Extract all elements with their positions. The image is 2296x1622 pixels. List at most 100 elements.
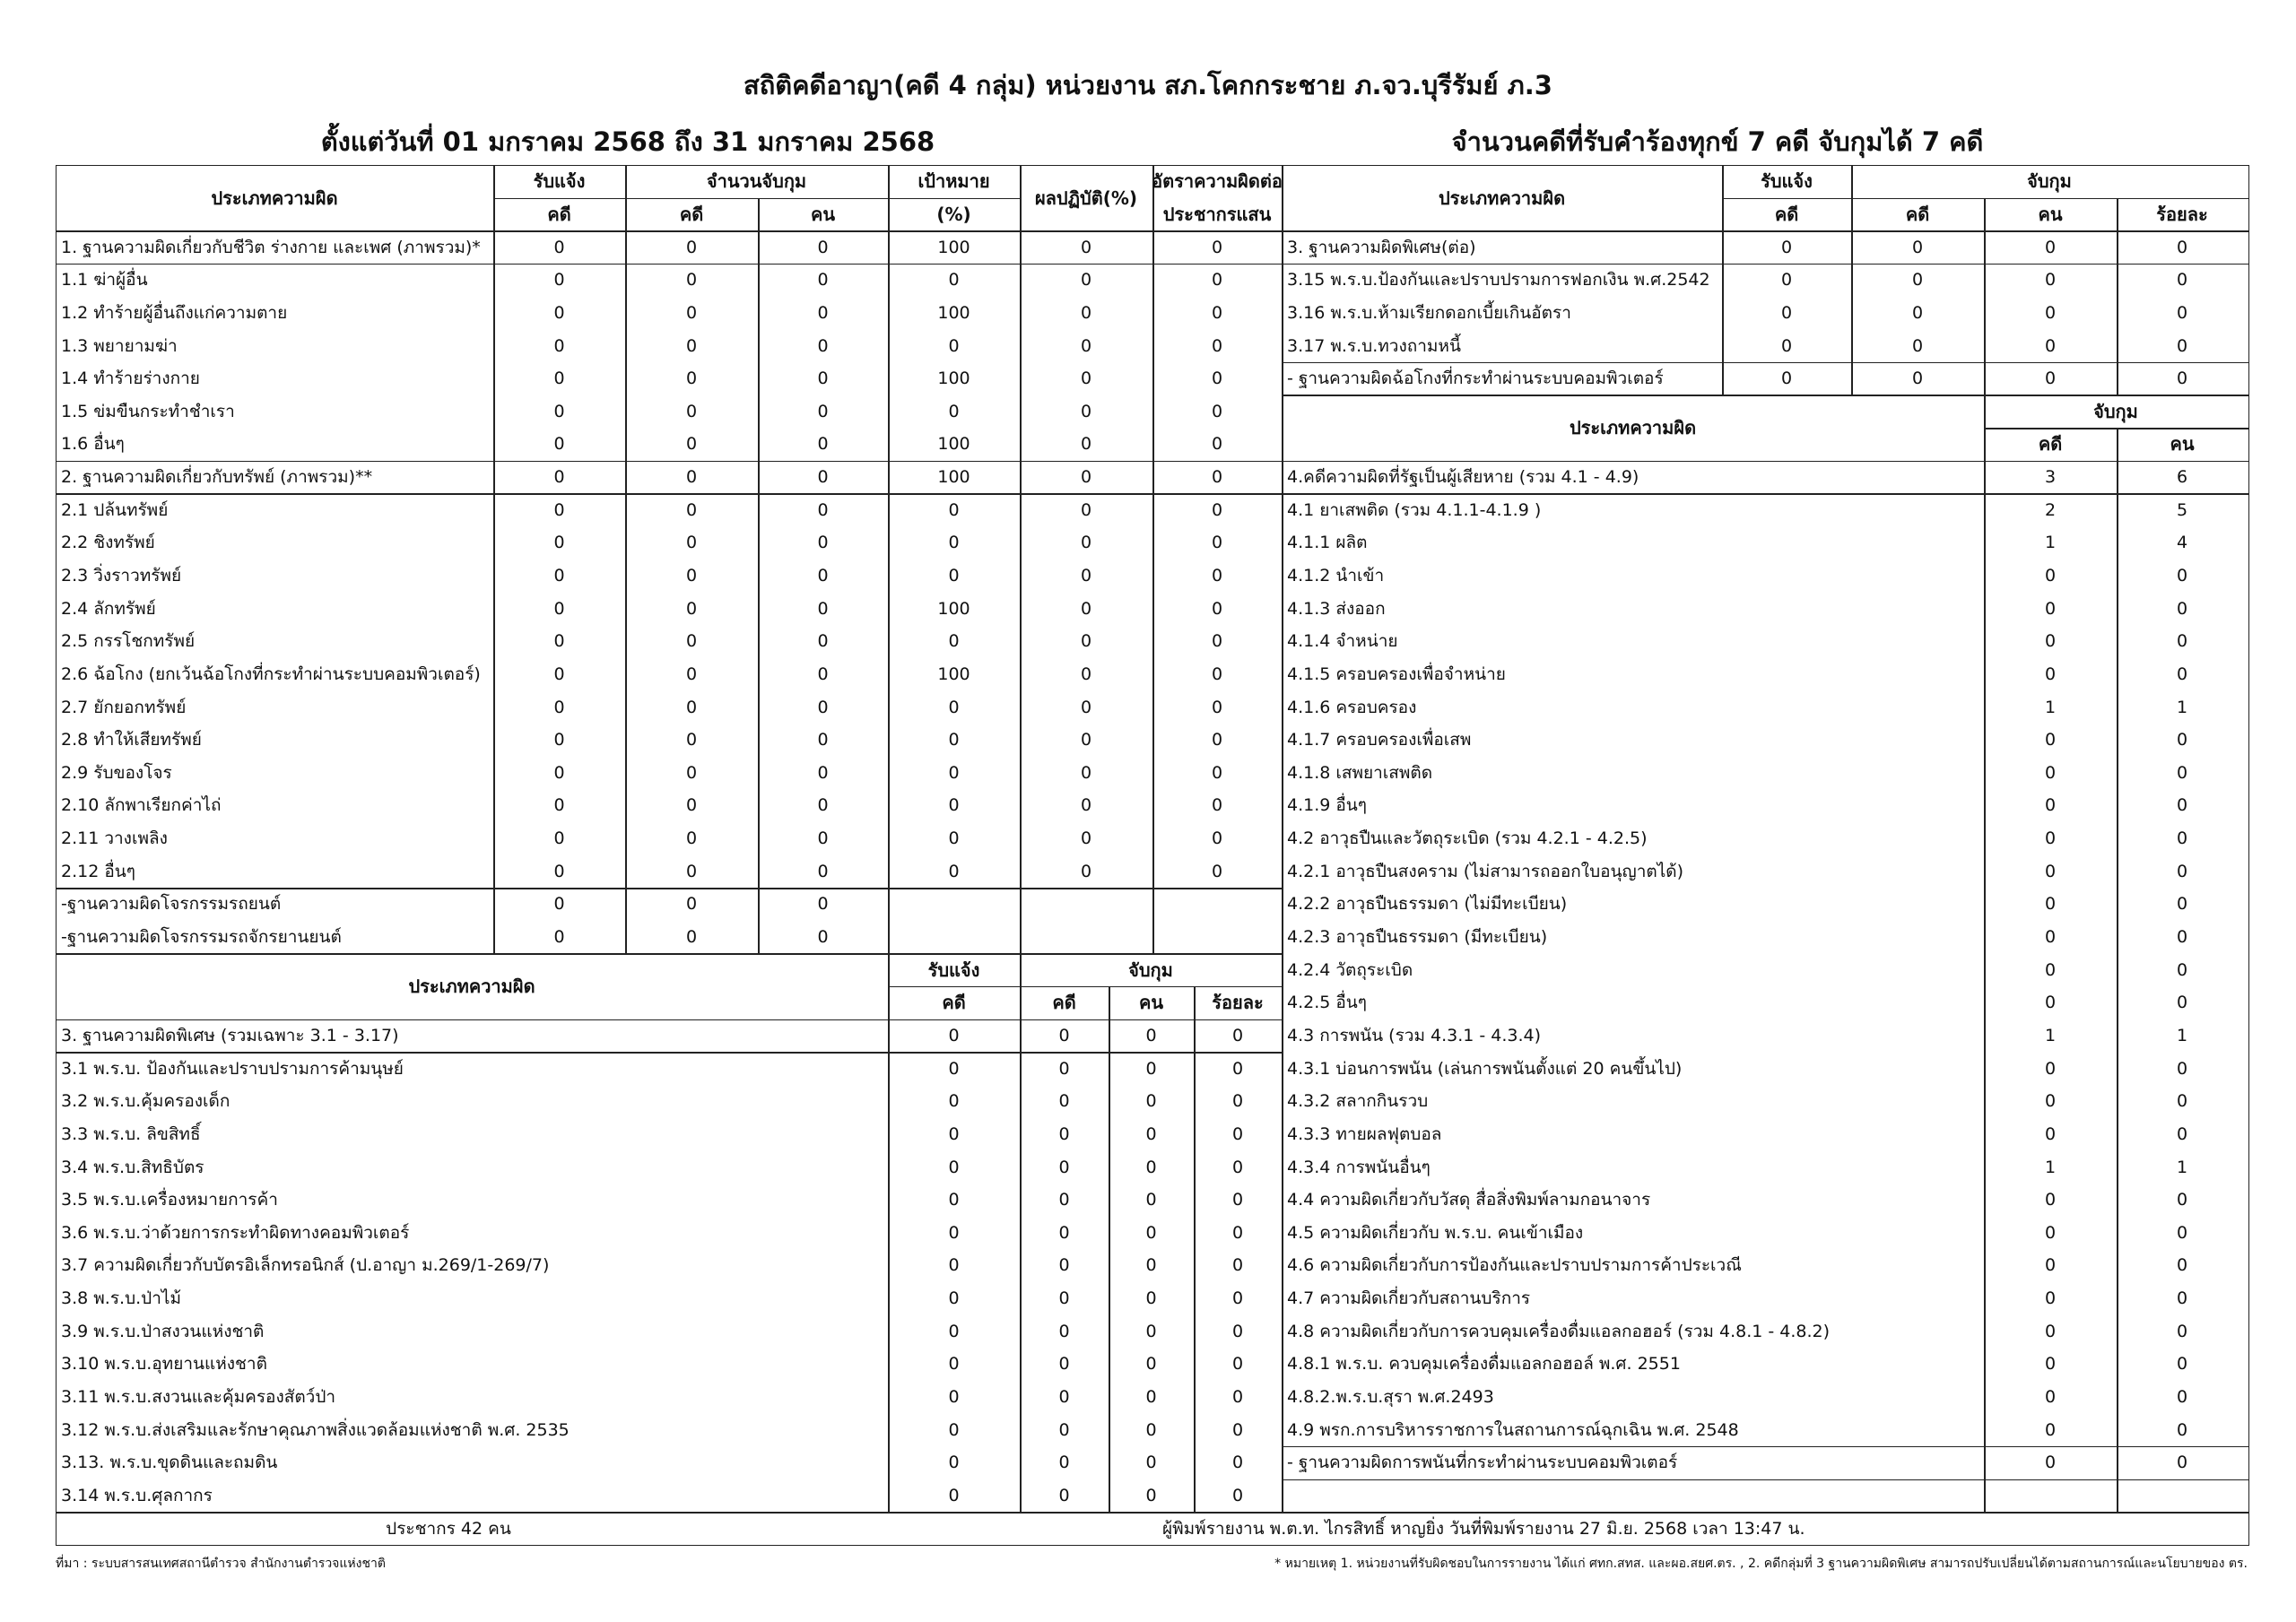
header-arrest: จับกุม <box>2027 170 2072 193</box>
offense-label: 2.3 วิ่งราวทรัพย์ <box>61 565 182 585</box>
value-cell: 0 <box>1080 237 1092 257</box>
value-cell: 0 <box>1058 1354 1070 1375</box>
offense-label: 4.3.4 การพนันอื่นๆ <box>1287 1157 1431 1177</box>
value-cell: 0 <box>2176 1354 2188 1375</box>
value-cell: 0 <box>2044 1354 2057 1375</box>
value-cell: 0 <box>1145 1222 1157 1243</box>
value-cell: 0 <box>2044 762 2057 783</box>
value-cell: 0 <box>1911 270 1924 291</box>
value-cell: 0 <box>817 434 829 455</box>
value-cell: 0 <box>2176 828 2188 849</box>
printed-by-text: ผู้พิมพ์รายงาน พ.ต.ท. ไกรสิทธิ์ หาญยิ่ง … <box>1162 1518 1805 1539</box>
value-cell: 100 <box>937 467 970 488</box>
offense-label: 2.4 ลักทรัพย์ <box>61 598 156 619</box>
offense-label: 3.12 พ.ร.บ.ส่งเสริมและรักษาคุณภาพสิ่งแวด… <box>61 1419 570 1440</box>
value-cell: 0 <box>1145 1190 1157 1210</box>
value-cell: 0 <box>553 927 565 948</box>
value-cell: 0 <box>1145 1157 1157 1177</box>
value-cell: 0 <box>2044 1222 2057 1243</box>
value-cell: 0 <box>1780 270 1793 291</box>
value-cell: 0 <box>1145 1485 1157 1505</box>
value-cell: 0 <box>1145 1453 1157 1473</box>
value-cell: 2 <box>2044 499 2057 520</box>
value-cell: 0 <box>2044 1419 2057 1440</box>
value-cell: 1 <box>2044 1157 2057 1177</box>
header-cases: คดี <box>547 203 571 225</box>
offense-label: - ฐานความผิดฉ้อโกงที่กระทำผ่านระบบคอมพิว… <box>1287 369 1664 389</box>
offense-label: 4.1.1 ผลิต <box>1287 533 1368 553</box>
value-cell: 0 <box>948 1485 960 1505</box>
value-cell <box>1020 888 1152 921</box>
value-cell: 4 <box>2176 533 2188 553</box>
value-cell: 0 <box>1080 795 1092 816</box>
value-cell: 0 <box>948 533 960 553</box>
value-cell: 0 <box>2044 270 2057 291</box>
header-persons: คน <box>1138 992 1164 1014</box>
offense-label: 4.1.4 จำหน่าย <box>1287 631 1398 652</box>
offense-label: 3.8 พ.ร.บ.ป่าไม้ <box>61 1288 181 1309</box>
offense-label: 2.10 ลักพาเรียกค่าไถ่ <box>61 795 222 816</box>
value-cell: 0 <box>1231 1386 1244 1407</box>
offense-label: 4.1.2 นำเข้า <box>1287 565 1385 585</box>
value-cell: 0 <box>2176 1288 2188 1309</box>
value-cell: 0 <box>1058 1025 1070 1045</box>
value-cell: 0 <box>553 401 565 421</box>
value-cell: 0 <box>948 1190 960 1210</box>
value-cell: 0 <box>1211 664 1223 684</box>
table-cell-border <box>1282 1479 1986 1514</box>
offense-label: 4.2.4 วัตถุระเบิด <box>1287 959 1413 980</box>
value-cell: 0 <box>2176 927 2188 948</box>
header-offense-type: ประเภทความผิด <box>1438 186 1566 209</box>
value-cell: 0 <box>1911 302 1924 323</box>
value-cell: 0 <box>2176 795 2188 816</box>
offense-label: 3.17 พ.ร.บ.ทวงถามหนี้ <box>1287 335 1461 356</box>
value-cell: 0 <box>2044 1386 2057 1407</box>
value-cell: 1 <box>2176 1157 2188 1177</box>
offense-label: 4.1.9 อื่นๆ <box>1287 795 1367 816</box>
header-cases: คดี <box>1052 992 1076 1014</box>
value-cell: 0 <box>817 302 829 323</box>
value-cell: 0 <box>2176 1091 2188 1112</box>
value-cell: 0 <box>2044 795 2057 816</box>
value-cell <box>1152 921 1282 954</box>
value-cell: 100 <box>937 434 970 455</box>
value-cell: 0 <box>948 1157 960 1177</box>
value-cell: 0 <box>685 828 698 849</box>
offense-label: 1.5 ข่มขืนกระทำชำเรา <box>61 401 235 421</box>
value-cell: 0 <box>1080 631 1092 652</box>
value-cell: 0 <box>2176 1321 2188 1341</box>
value-cell: 0 <box>1080 598 1092 619</box>
offense-label: 4.6 ความผิดเกี่ยวกับการป้องกันและปราบปรา… <box>1287 1255 1742 1276</box>
header-persons: คน <box>2170 433 2195 455</box>
value-cell: 0 <box>553 631 565 652</box>
header-cases: คดี <box>679 203 704 225</box>
offense-label: 2.7 ยักยอกทรัพย์ <box>61 697 187 717</box>
value-cell: 100 <box>937 369 970 389</box>
value-cell: 0 <box>1080 664 1092 684</box>
value-cell: 0 <box>2176 237 2188 257</box>
value-cell: 1 <box>2044 533 2057 553</box>
value-cell: 0 <box>1231 1222 1244 1243</box>
value-cell: 0 <box>1231 1058 1244 1079</box>
offense-label: 3.6 พ.ร.บ.ว่าด้วยการกระทำผิดทางคอมพิวเตอ… <box>61 1222 410 1243</box>
value-cell: 0 <box>1058 1190 1070 1210</box>
value-cell: 0 <box>1211 631 1223 652</box>
value-cell: 0 <box>1145 1288 1157 1309</box>
value-cell: 0 <box>553 828 565 849</box>
value-cell: 0 <box>1080 828 1092 849</box>
value-cell: 0 <box>685 664 698 684</box>
value-cell: 0 <box>2044 959 2057 980</box>
value-cell: 0 <box>1145 1354 1157 1375</box>
offense-label: 3.1 พ.ร.บ. ป้องกันและปราบปรามการค้ามนุษย… <box>61 1058 404 1079</box>
footer-row <box>56 1512 2249 1547</box>
value-cell: 0 <box>2044 1288 2057 1309</box>
value-cell: 0 <box>2176 1222 2188 1243</box>
offense-label: 4.9 พรก.การบริหารราชการในสถานการณ์ฉุกเฉิ… <box>1287 1419 1739 1440</box>
offense-label: 3.4 พ.ร.บ.สิทธิบัตร <box>61 1157 204 1177</box>
value-cell: 0 <box>2044 1255 2057 1276</box>
value-cell: 0 <box>817 369 829 389</box>
value-cell: 0 <box>948 762 960 783</box>
value-cell: 0 <box>948 828 960 849</box>
header-cases: คดี <box>1905 203 1930 225</box>
header-percent: ร้อยละ <box>2156 203 2208 225</box>
